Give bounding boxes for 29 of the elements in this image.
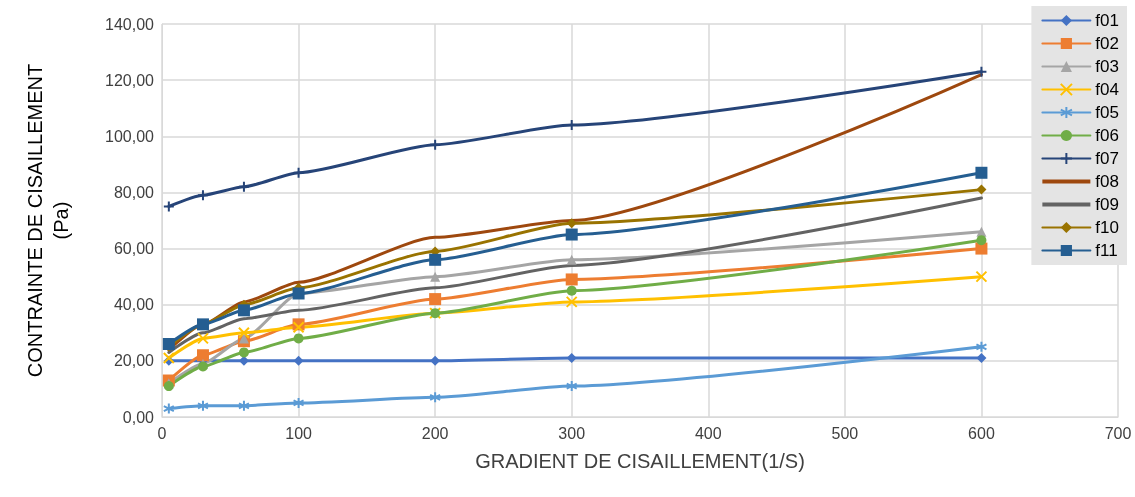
x-tick-label: 0 <box>157 424 167 442</box>
legend-label: f06 <box>1095 126 1120 145</box>
legend-label: f10 <box>1095 218 1120 237</box>
legend-label: f11 <box>1095 241 1118 260</box>
legend-label: f04 <box>1095 80 1120 99</box>
x-tick-label: 600 <box>968 424 995 442</box>
x-tick-label: 300 <box>558 424 586 442</box>
x-tick-label: 700 <box>1104 424 1132 442</box>
y-tick-label: 40,00 <box>113 296 155 314</box>
y-tick-label: 60,00 <box>113 240 155 258</box>
legend-label: f07 <box>1095 149 1120 168</box>
legend-label: f03 <box>1095 57 1120 76</box>
x-tick-label: 100 <box>285 424 313 442</box>
y-axis-title: CONTRAINTE DE CISAILLEMENT (Pa) <box>24 63 72 378</box>
x-tick-label: 500 <box>831 424 859 442</box>
legend-label: f02 <box>1095 34 1120 53</box>
x-tick-label: 200 <box>421 424 449 442</box>
legend-label: f01 <box>1095 11 1120 30</box>
legend-label: f05 <box>1095 103 1120 122</box>
y-tick-label: 0,00 <box>122 408 155 426</box>
x-axis-title: GRADIENT DE CISAILLEMENT(1/S) <box>475 450 805 472</box>
y-tick-label: 140,00 <box>105 15 155 33</box>
y-tick-label: 120,00 <box>105 71 155 89</box>
y-tick-label: 80,00 <box>113 183 155 201</box>
legend-label: f08 <box>1095 172 1120 191</box>
legend-label: f09 <box>1095 195 1120 214</box>
y-tick-label: 20,00 <box>113 352 155 370</box>
y-tick-label: 100,00 <box>105 127 155 145</box>
x-tick-label: 400 <box>694 424 722 442</box>
